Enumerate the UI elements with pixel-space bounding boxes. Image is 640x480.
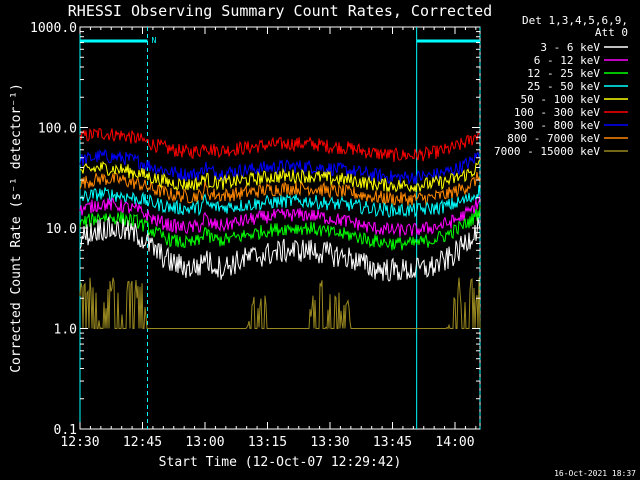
legend-label: 50 - 100 keV bbox=[521, 93, 601, 106]
legend-label: 3 - 6 keV bbox=[540, 41, 600, 54]
y-axis-label: Corrected Count Rate (s⁻¹ detector⁻¹) bbox=[9, 83, 24, 373]
legend-label: 12 - 25 keV bbox=[527, 67, 600, 80]
series-line-12-25 bbox=[79, 205, 481, 251]
series-line-25-50 bbox=[79, 185, 481, 218]
axes: 12:30 12:45 13:00 13:15 13:30 13:45 14:00 0.1 1.… bbox=[30, 21, 480, 450]
legend-label: 300 - 800 keV bbox=[514, 119, 600, 132]
timestamp-label: 16-Oct-2021 18:37 bbox=[554, 469, 636, 478]
series-line-800-7000 bbox=[79, 171, 481, 207]
legend-label: 100 - 300 keV bbox=[514, 106, 600, 119]
legend-header-line: Det 1,3,4,5,6,9, bbox=[522, 14, 628, 27]
x-tick-label: 13:00 bbox=[185, 435, 224, 450]
y-tick-label: 100.0 bbox=[38, 122, 77, 137]
x-tick-label: 13:30 bbox=[310, 435, 349, 450]
series-line-6-12 bbox=[79, 195, 481, 237]
y-tick-label: 0.1 bbox=[54, 423, 77, 438]
series-line-300-800 bbox=[79, 148, 481, 186]
y-tick-label: 1000.0 bbox=[30, 21, 77, 36]
series-line-7000-15000 bbox=[79, 277, 481, 330]
x-tick-label: 13:15 bbox=[248, 435, 287, 450]
y-tick-label: 10.0 bbox=[46, 222, 77, 237]
plot-frame bbox=[79, 26, 481, 430]
x-tick-label: 12:30 bbox=[60, 435, 99, 450]
series-line-100-300 bbox=[79, 128, 481, 162]
night-bar-label: N bbox=[152, 36, 157, 45]
series-line-3-6 bbox=[79, 216, 481, 282]
legend-label: 7000 - 15000 keV bbox=[494, 145, 600, 158]
night-markers: N bbox=[79, 27, 481, 429]
legend-label: 800 - 7000 keV bbox=[507, 132, 600, 145]
legend-header-line: Att 0 bbox=[595, 26, 628, 39]
x-tick-label: 12:45 bbox=[123, 435, 162, 450]
series-line-50-100 bbox=[79, 159, 481, 193]
x-axis-label: Start Time (12-Oct-07 12:29:42) bbox=[159, 455, 402, 470]
y-tick-label: 1.0 bbox=[54, 323, 77, 338]
x-tick-label: 14:00 bbox=[435, 435, 474, 450]
x-tick-label: 13:45 bbox=[373, 435, 412, 450]
chart-title: RHESSI Observing Summary Count Rates, Co… bbox=[68, 2, 492, 20]
legend-label: 6 - 12 keV bbox=[534, 54, 601, 67]
legend-label: 25 - 50 keV bbox=[527, 80, 600, 93]
series-group bbox=[79, 128, 481, 330]
